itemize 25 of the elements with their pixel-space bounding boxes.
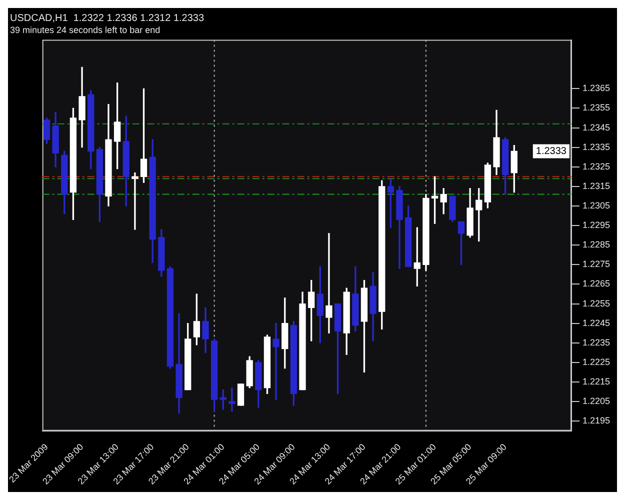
candlestick	[132, 172, 138, 230]
candlestick	[272, 322, 280, 400]
y-tick-label: 1.2315	[582, 180, 610, 191]
y-tick-label: 1.2325	[582, 161, 610, 172]
candlestick	[326, 233, 332, 334]
y-tick-label: 1.2205	[582, 396, 610, 406]
y-tick-label: 1.2335	[582, 142, 610, 152]
y-tick-label: 1.2295	[582, 220, 610, 230]
y-tick-label: 1.2355	[582, 102, 610, 113]
y-tick-label: 1.2285	[582, 240, 610, 250]
y-tick-label: 1.2365	[582, 83, 610, 94]
y-tick-label: 1.2245	[582, 318, 610, 328]
y-tick-label: 1.2215	[582, 376, 610, 386]
y-tick-label: 1.2235	[582, 337, 610, 348]
annotation: 1.2333	[536, 146, 567, 158]
candlestick	[228, 388, 236, 412]
y-tick-label: 1.2225	[582, 356, 610, 367]
y-tick-label: 1.2195	[582, 416, 610, 426]
chart-title: USDCAD,H1 1.2322 1.2336 1.2312 1.2333	[10, 12, 204, 24]
y-tick-label: 1.2255	[582, 298, 610, 308]
y-tick-label: 1.2275	[582, 259, 610, 270]
y-tick-label: 1.2345	[582, 122, 610, 132]
y-tick-label: 1.2305	[582, 200, 610, 210]
y-tick-label: 1.2265	[582, 278, 610, 289]
chart-subtitle: 39 minutes 24 seconds left to bar end	[10, 24, 160, 35]
